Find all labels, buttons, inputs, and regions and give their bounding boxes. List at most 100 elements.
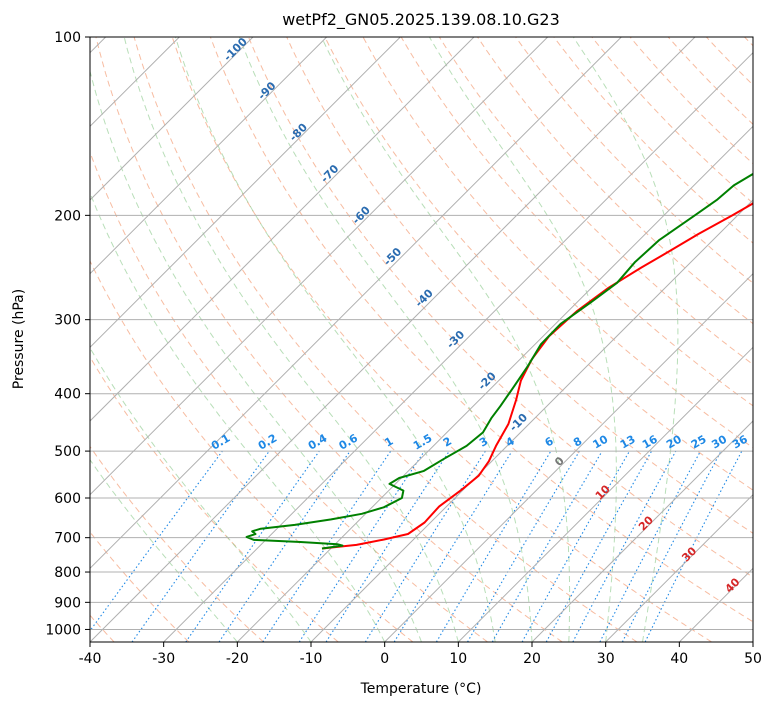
dry-adiabat-line [95,37,563,642]
moist-adiabat-line [123,37,459,642]
y-tick-label: 200 [54,208,81,224]
mixing-ratio-line [185,450,320,642]
isotherm-line [90,37,549,496]
dry-adiabat-line [286,37,753,534]
y-tick-label: 900 [54,595,81,611]
x-axis-ticks: -40 -30 -20 -10 0 10 20 30 40 50 [79,642,762,667]
y-tick-label: 800 [54,565,81,581]
mixing-ratio-line [572,450,677,642]
y-tick-label: 500 [54,444,81,460]
isotherm-line [90,37,475,422]
isotherm-line [90,37,254,201]
mixing-ratio-lines [90,450,743,642]
mixing-ratio-line [521,450,630,642]
mixing-ratio-label: 30 [709,432,729,451]
moist-adiabat-line [238,37,533,642]
moist-adiabat-line [90,69,422,642]
isotherm-line [457,346,753,642]
dewpoint-profile [245,172,753,550]
mixing-ratio-label: 3 [477,435,490,450]
mixing-ratio-label: 20 [664,432,684,451]
isotherm-line [384,272,753,642]
mixing-ratio-line [393,450,513,642]
mixing-ratio-line [218,450,351,642]
mixing-ratio-line [545,450,653,642]
dry-adiabat-label: -60 [350,203,373,226]
isotherm-line [310,199,753,642]
dry-adiabat-label: -30 [444,328,467,351]
dry-adiabat-label: -20 [476,369,499,392]
isotherm-line [236,125,753,642]
moist-adiabat-line [90,346,312,642]
mixing-ratio-line [467,450,580,642]
y-tick-label: 1000 [45,622,81,638]
dry-adiabat-line [209,37,753,623]
dry-adiabat-line [133,37,638,642]
plot-area: 0.1 0.2 0.4 0.6 1 1.5 2 3 4 6 8 10 13 16 20 25 30 36-100-… [90,37,753,642]
plot-frame [89,36,754,643]
dry-adiabat-line [90,445,264,642]
x-tick-label: -20 [226,651,249,667]
dry-adiabat-label: -10 [507,411,530,434]
dry-adiabat-label: -50 [381,245,404,268]
mixing-ratio-label: 0.4 [306,431,330,452]
y-tick-label: 100 [54,30,81,46]
moist-adiabat-line [90,191,386,642]
dry-adiabat-line [90,150,488,642]
dry-adiabat-line [553,37,753,244]
dry-adiabat-label: -70 [318,162,341,185]
temperature-profile [321,202,753,550]
dry-adiabat-line [90,259,414,642]
moist-adiabat-line [90,458,238,642]
mixing-ratio-line [325,450,450,642]
dry-adiabat-line [477,37,753,325]
dry-adiabat-line [90,531,190,642]
y-tick-label: 300 [54,313,81,329]
x-tick-label: 0 [380,651,389,667]
isotherm-line [531,420,753,642]
mixing-ratio-label: 0.1 [209,432,232,453]
mixing-ratio-label: 10 [590,432,610,451]
grid-lines [90,37,753,642]
isotherm-line [90,37,622,570]
moist-adiabat-line [572,37,679,642]
mixing-ratio-line [90,450,223,632]
moist-adiabat-line [174,37,496,642]
x-tick-label: -10 [300,651,323,667]
y-tick-label: 400 [54,387,81,403]
x-tick-label: 10 [449,651,467,667]
dry-adiabat-line [248,37,753,578]
x-tick-label: 30 [597,651,615,667]
mixing-ratio-label: 1.5 [411,432,434,453]
line-labels: 0.1 0.2 0.4 0.6 1 1.5 2 3 4 6 8 10 13 16 20 25 30 36-100-… [209,37,750,596]
mixing-ratio-line [298,450,425,642]
dry-adiabat-label: -40 [413,286,436,309]
moist-adiabats [90,37,679,642]
dry-adiabat-label: 10 [593,482,613,502]
moist-adiabat-line [321,37,571,642]
x-axis-label: Temperature (°C) [360,681,482,697]
isotherm-line [90,37,401,349]
isotherm-line [90,37,696,642]
dry-adiabat-label: 40 [723,575,743,595]
moist-adiabat-line [428,37,617,642]
mixing-ratio-label: 25 [689,433,709,452]
dry-adiabat-line [744,37,753,47]
sounding-profiles [245,172,753,550]
isotherm-line [90,37,328,275]
mixing-ratio-label: 13 [618,433,638,452]
x-tick-label: -30 [152,651,175,667]
x-tick-label: -40 [79,651,102,667]
dry-adiabat-label: 20 [636,513,656,533]
mixing-ratio-line [435,450,552,642]
isotherm-line [752,641,753,642]
dry-adiabat-line [515,37,753,284]
y-axis-ticks: 100 200 300 400 500 600 700 800 900 1000 [45,30,90,638]
dry-adiabats [90,37,753,642]
mixing-ratio-line [131,450,270,642]
mixing-ratio-label: 16 [640,432,660,451]
chart-title: wetPf2_GN05.2025.139.08.10.G23 [282,10,560,30]
mixing-ratio-label: 1 [382,435,395,450]
x-tick-label: 40 [670,651,688,667]
